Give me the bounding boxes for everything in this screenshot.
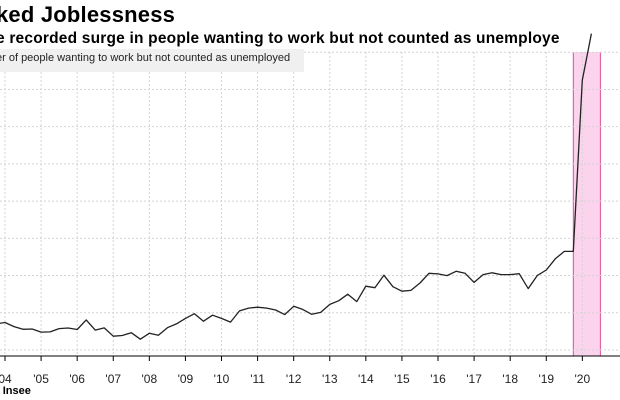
x-tick-label: '08 — [142, 372, 158, 386]
x-tick-label: 04 — [0, 372, 12, 386]
x-tick-label: '19 — [538, 372, 554, 386]
x-tick-label: '13 — [322, 372, 338, 386]
x-tick-label: '05 — [33, 372, 49, 386]
x-tick-label: '20 — [575, 372, 591, 386]
source-note: : Insee — [0, 385, 31, 397]
highlight-span — [573, 52, 601, 356]
x-tick-label: '17 — [466, 372, 482, 386]
chart-subtitle: e recorded surge in people wanting to wo… — [0, 30, 560, 47]
x-tick-label: '18 — [502, 372, 518, 386]
legend-box — [0, 49, 304, 72]
x-tick-label: '07 — [105, 372, 121, 386]
x-tick-label: '11 — [250, 372, 265, 386]
legend-label: er of people wanting to work but not cou… — [0, 52, 291, 64]
x-tick-label: '16 — [430, 372, 446, 386]
x-tick-label: '09 — [178, 372, 194, 386]
x-tick-label: '15 — [394, 372, 410, 386]
x-tick-label: '10 — [214, 372, 230, 386]
chart-title: ked Joblessness — [0, 2, 176, 27]
x-tick-label: '06 — [69, 372, 85, 386]
x-tick-label: '12 — [286, 372, 302, 386]
x-tick-label: '14 — [358, 372, 374, 386]
series-line-0 — [0, 33, 593, 340]
